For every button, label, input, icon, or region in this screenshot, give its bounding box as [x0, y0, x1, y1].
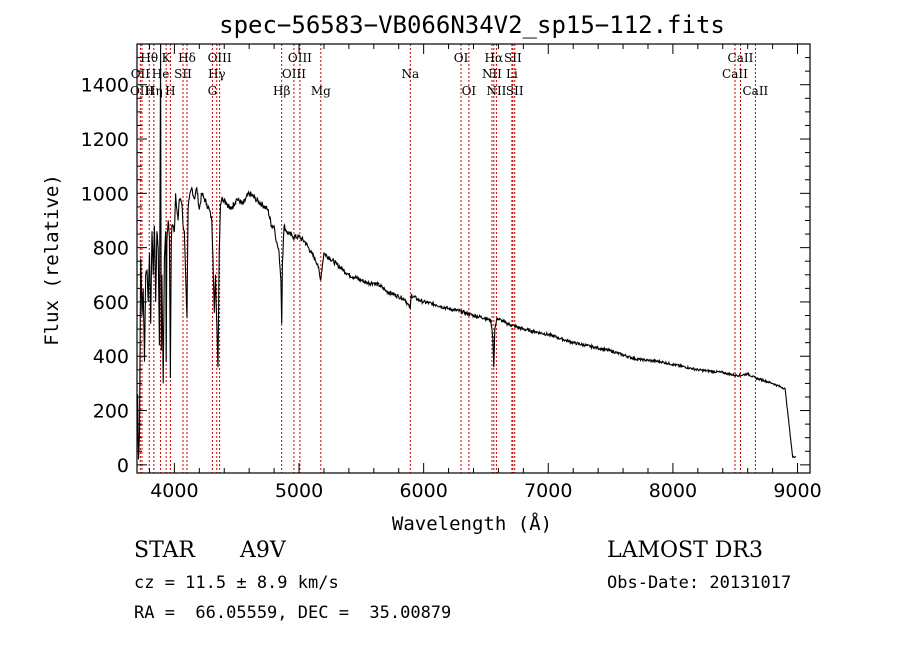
y-tick-label: 1400	[81, 75, 129, 97]
spectral-line-label: OIII	[288, 51, 312, 65]
x-tick-label: 7000	[524, 480, 572, 502]
y-tick-label: 600	[93, 292, 129, 314]
spectral-line-label: CaII	[722, 67, 748, 81]
spectral-line-label: OI	[462, 84, 477, 98]
spectrum-line	[136, 43, 797, 460]
object-class: STAR	[134, 538, 195, 563]
plot-frame	[136, 43, 811, 474]
y-tick-label: 1200	[81, 129, 129, 151]
spectral-line-label: OII	[131, 67, 151, 81]
object-subclass: A9V	[240, 538, 286, 563]
spectral-line-label: SII	[174, 67, 192, 81]
y-axis-label: Flux (relative)	[41, 174, 63, 346]
spectral-line-label: OI	[454, 51, 469, 65]
x-tick-label: 4000	[150, 480, 198, 502]
spectral-line-label: Hβ	[273, 84, 290, 98]
spectral-line-label: NII	[486, 84, 506, 98]
y-tick-label: 800	[93, 238, 129, 260]
x-tick-label: 5000	[275, 480, 323, 502]
observation-date: Obs-Date: 20131017	[607, 573, 792, 593]
x-tick-label: 9000	[773, 480, 821, 502]
x-tick-label: 6000	[399, 480, 447, 502]
coordinates: RA = 66.05559, DEC = 35.00879	[134, 603, 452, 623]
spectral-line-label: SII	[506, 84, 524, 98]
axis-ticks: 4000 5000 6000 7000 8000 9000 0 200 400 600 800 100…	[81, 44, 822, 502]
y-tick-label: 400	[93, 346, 129, 368]
spectral-line-label: Li	[506, 67, 518, 81]
chart-title: spec−56583−VB066N34V2_sp15−112.fits	[219, 11, 725, 39]
spectral-line-label: G	[208, 84, 218, 98]
y-tick-label: 200	[93, 401, 129, 423]
spectral-line-label: NII	[482, 67, 502, 81]
spectral-line-label: K	[162, 51, 172, 65]
x-tick-label: 8000	[649, 480, 697, 502]
spectral-line-label: CaII	[742, 84, 768, 98]
redshift-value: cz = 11.5 ± 8.9 km/s	[134, 573, 339, 593]
spectral-line-label: Hα	[485, 51, 504, 65]
spectral-line-label: H	[165, 84, 175, 98]
spectral-line-label: CaII	[728, 51, 754, 65]
spectral-line-markers	[139, 44, 756, 473]
spectral-line-label: OIII	[208, 51, 232, 65]
spectral-line-label: Hδ	[178, 51, 196, 65]
spectral-line-label: Mg	[311, 84, 331, 98]
spectral-line-label: Hη	[145, 84, 163, 98]
x-axis-label: Wavelength (Å)	[392, 512, 552, 535]
y-tick-label: 1000	[81, 183, 129, 205]
survey-name: LAMOST DR3	[607, 538, 763, 563]
spectral-line-label: OIII	[130, 84, 154, 98]
spectral-line-label: OIII	[282, 67, 306, 81]
spectral-line-label: Na	[401, 67, 419, 81]
y-tick-label: 0	[117, 455, 129, 477]
spectral-line-label: Hθ	[140, 51, 158, 65]
spectral-line-label: Hγ	[208, 67, 226, 81]
spectral-line-label: SII	[504, 51, 522, 65]
